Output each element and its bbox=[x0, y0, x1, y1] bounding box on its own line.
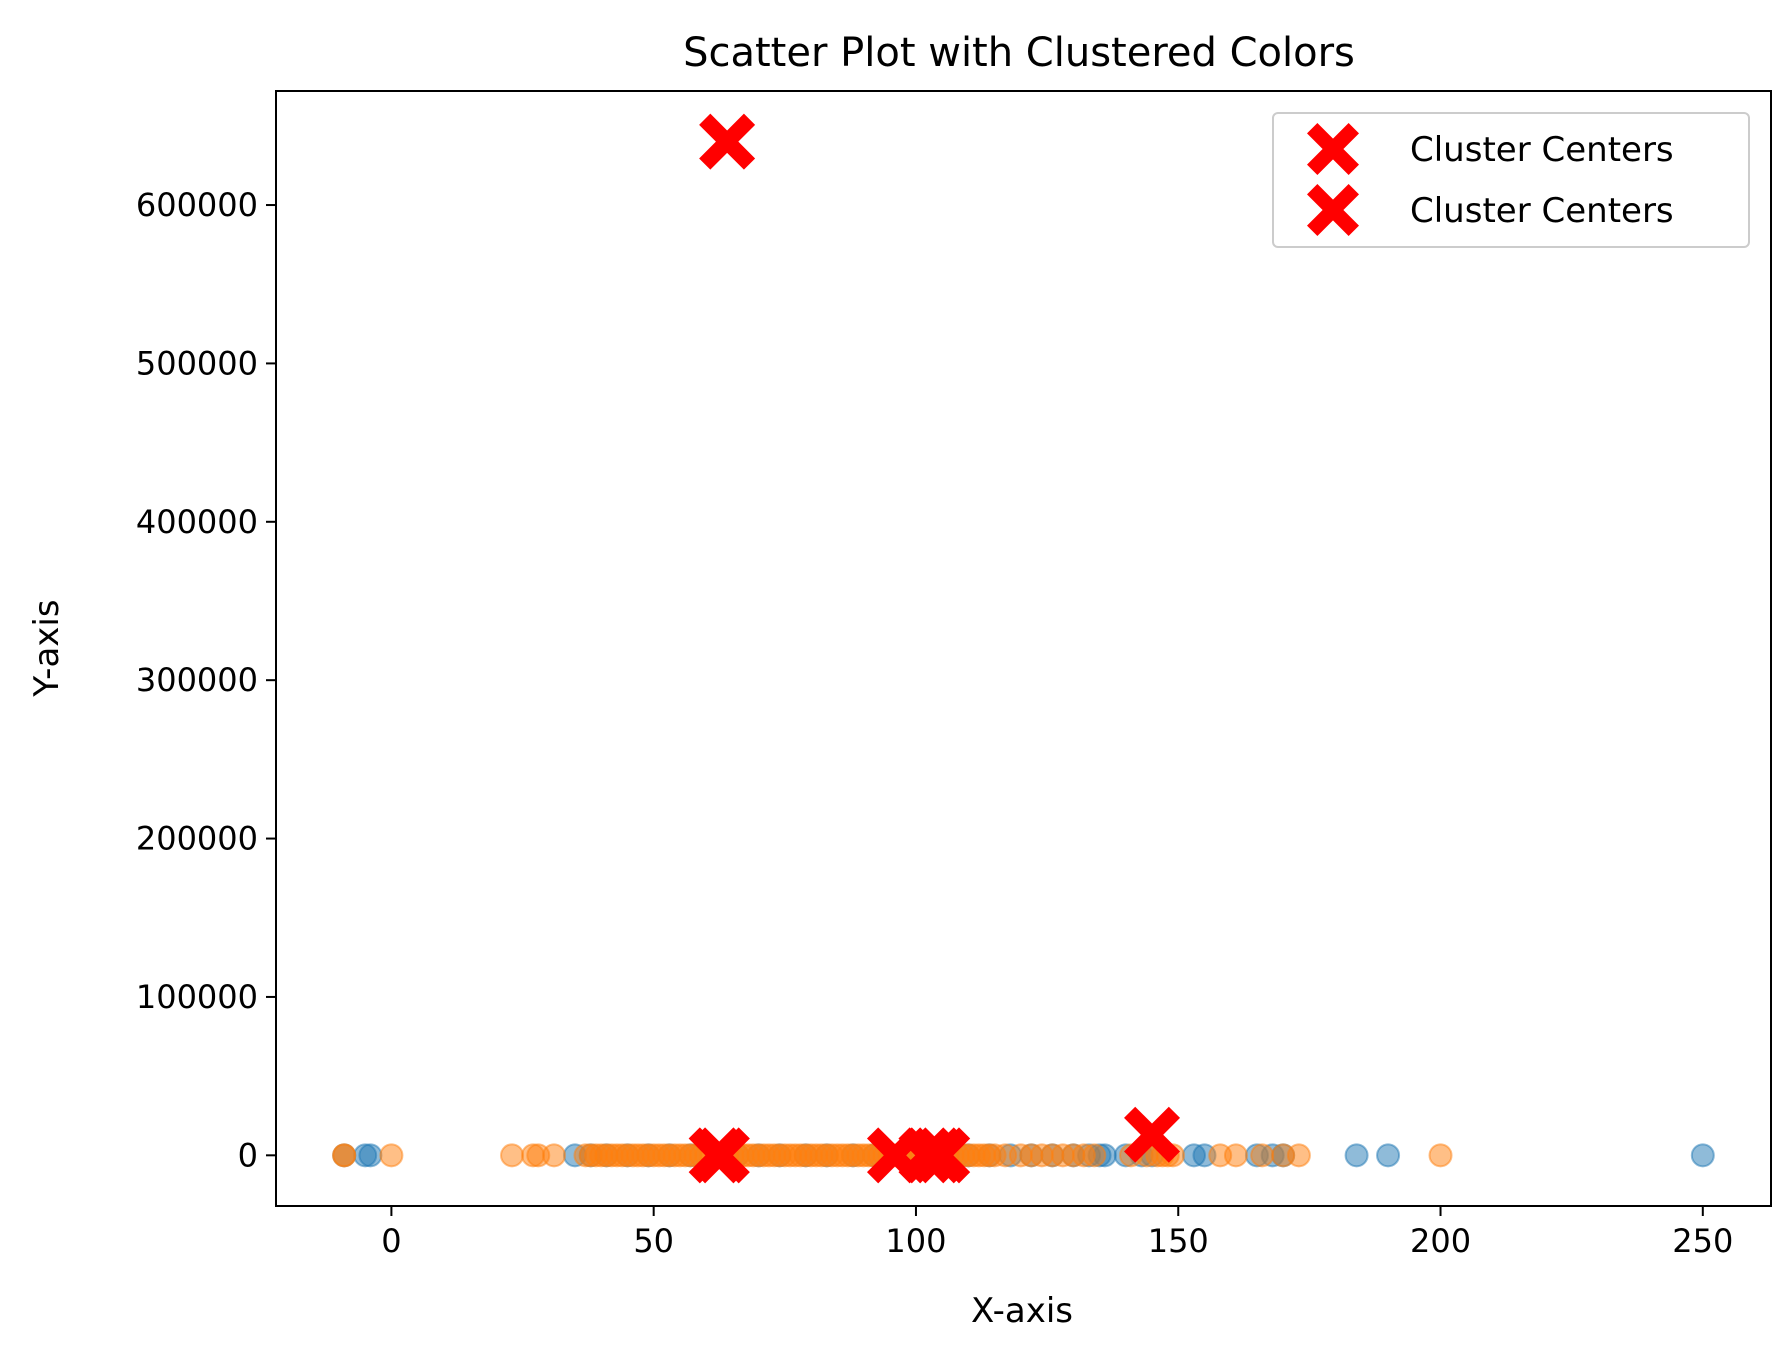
centers-layer bbox=[688, 113, 1181, 1184]
scatter-point bbox=[542, 1143, 567, 1168]
x-tick-label: 0 bbox=[381, 1222, 401, 1260]
plot-frame bbox=[275, 90, 1772, 1207]
x-axis-label: X-axis bbox=[971, 1291, 1073, 1331]
x-axis: 0 50 100 150 200 250 bbox=[381, 1206, 1733, 1260]
plot-area bbox=[332, 113, 1715, 1184]
scatter-point bbox=[1082, 1143, 1107, 1168]
y-tick-label: 0 bbox=[238, 1136, 258, 1174]
legend-box bbox=[1272, 112, 1750, 248]
y-tick-label: 300000 bbox=[136, 661, 258, 699]
chart-title: Scatter Plot with Clustered Colors bbox=[683, 30, 1355, 76]
cluster-center-marker bbox=[1124, 1106, 1181, 1163]
scatter-point bbox=[379, 1143, 404, 1168]
x-tick-label: 200 bbox=[1410, 1222, 1471, 1260]
scatter-point bbox=[1690, 1143, 1715, 1168]
cluster-center-marker bbox=[908, 1127, 965, 1184]
scatter-point bbox=[332, 1143, 357, 1168]
points-layer bbox=[332, 1143, 1715, 1168]
y-tick-label: 100000 bbox=[136, 978, 258, 1016]
scatter-point bbox=[1428, 1143, 1453, 1168]
legend-marker bbox=[1307, 123, 1359, 175]
x-tick-label: 50 bbox=[633, 1222, 674, 1260]
scatter-point bbox=[500, 1143, 525, 1168]
scatter-point bbox=[1344, 1143, 1369, 1168]
y-axis: 0 100000 200000 300000 400000 500000 600000 bbox=[136, 186, 276, 1174]
y-tick-label: 400000 bbox=[136, 503, 258, 541]
scatter-point bbox=[1250, 1143, 1275, 1168]
legend: Cluster Centers Cluster Centers bbox=[1272, 112, 1750, 248]
x-tick-label: 250 bbox=[1672, 1222, 1733, 1260]
cluster-center-marker bbox=[699, 113, 756, 170]
y-tick-label: 600000 bbox=[136, 186, 258, 224]
scatter-point bbox=[1223, 1143, 1248, 1168]
y-tick-label: 500000 bbox=[136, 344, 258, 382]
cluster-center-marker bbox=[693, 1127, 750, 1184]
x-tick-label: 100 bbox=[885, 1222, 946, 1260]
x-tick-label: 150 bbox=[1148, 1222, 1209, 1260]
scatter-point bbox=[1286, 1143, 1311, 1168]
legend-label: Cluster Centers bbox=[1410, 130, 1674, 170]
y-axis-label: Y-axis bbox=[27, 599, 67, 697]
scatter-point bbox=[1376, 1143, 1401, 1168]
legend-label: Cluster Centers bbox=[1410, 191, 1674, 231]
y-tick-label: 200000 bbox=[136, 820, 258, 858]
legend-marker bbox=[1307, 184, 1359, 236]
scatter-point bbox=[358, 1143, 383, 1168]
